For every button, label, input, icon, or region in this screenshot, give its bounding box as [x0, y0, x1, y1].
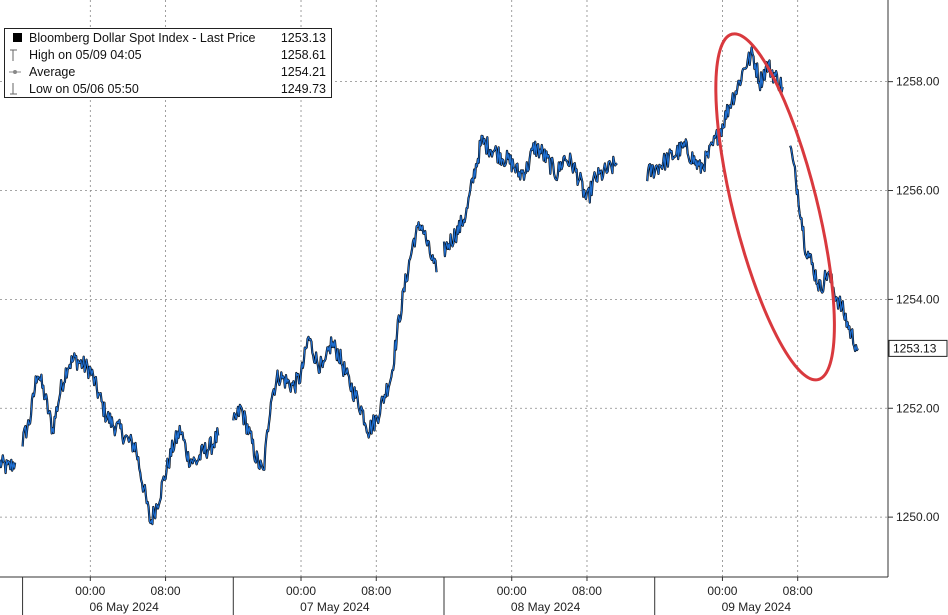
x-tick-label: 08:00: [361, 584, 391, 598]
price-series: [0, 46, 859, 526]
series-line-segment: [21, 352, 220, 526]
series-line-highlight: [646, 46, 784, 182]
series-line-segment: [789, 145, 859, 353]
high-marker-icon: [9, 48, 29, 62]
y-tick-label: 1258.00: [896, 75, 940, 89]
x-tick-label: 00:00: [286, 584, 316, 598]
legend-value: 1253.13: [280, 30, 326, 45]
x-tick-label: 00:00: [497, 584, 527, 598]
y-tick-label: 1250.00: [896, 510, 940, 524]
x-tick-label: 08:00: [783, 584, 813, 598]
day-label: 08 May 2024: [511, 600, 581, 614]
legend-value: 1249.73: [280, 81, 326, 96]
x-tick-label: 08:00: [572, 584, 602, 598]
series-line-highlight: [232, 221, 438, 471]
average-marker-icon: [9, 65, 29, 79]
y-axis-labels: 1258.00 1256.00 1254.00 1252.00 1250.00 1253.…: [888, 75, 948, 524]
x-tick-label: 00:00: [75, 584, 105, 598]
x-axis-labels: 00:00 08:00 00:00 08:00 00:00 08:00 00:00 08:00…: [75, 584, 813, 614]
last-price-flag: [888, 339, 948, 357]
day-label: 09 May 2024: [722, 600, 792, 614]
series-line-highlight: [789, 145, 859, 352]
y-tick-label: 1254.00: [896, 292, 940, 306]
legend-value: 1258.61: [280, 47, 326, 62]
legend-row-low: Low on 05/06 05:50 1249.73: [5, 80, 331, 97]
series-line-highlight: [443, 135, 618, 257]
y-tick-label: 1256.00: [896, 184, 940, 198]
x-tick-label: 08:00: [151, 584, 181, 598]
last-price-label: 1253.13: [893, 341, 937, 355]
y-tick-label: 1252.00: [896, 401, 940, 415]
legend-label: Low on 05/06 05:50: [29, 81, 139, 96]
legend-label: Bloomberg Dollar Spot Index - Last Price: [29, 30, 256, 45]
series-line-highlight: [22, 352, 219, 525]
annotation-ellipse: [714, 32, 836, 382]
chart-legend: Bloomberg Dollar Spot Index - Last Price…: [4, 28, 332, 98]
square-marker-icon: [9, 33, 29, 42]
legend-row-high: High on 05/09 04:05 1258.61: [5, 46, 331, 63]
series-line-highlight: [0, 454, 16, 474]
x-tick-label: 00:00: [707, 584, 737, 598]
legend-label: High on 05/09 04:05: [29, 47, 142, 62]
legend-row-last-price: Bloomberg Dollar Spot Index - Last Price…: [5, 29, 331, 46]
day-label: 07 May 2024: [300, 600, 370, 614]
day-label: 06 May 2024: [89, 600, 159, 614]
legend-row-average: Average 1254.21: [5, 63, 331, 80]
low-marker-icon: [9, 82, 29, 96]
annotation-layer: [714, 32, 836, 382]
legend-label: Average: [29, 64, 76, 79]
axes: [0, 0, 893, 615]
legend-value: 1254.21: [280, 64, 326, 79]
